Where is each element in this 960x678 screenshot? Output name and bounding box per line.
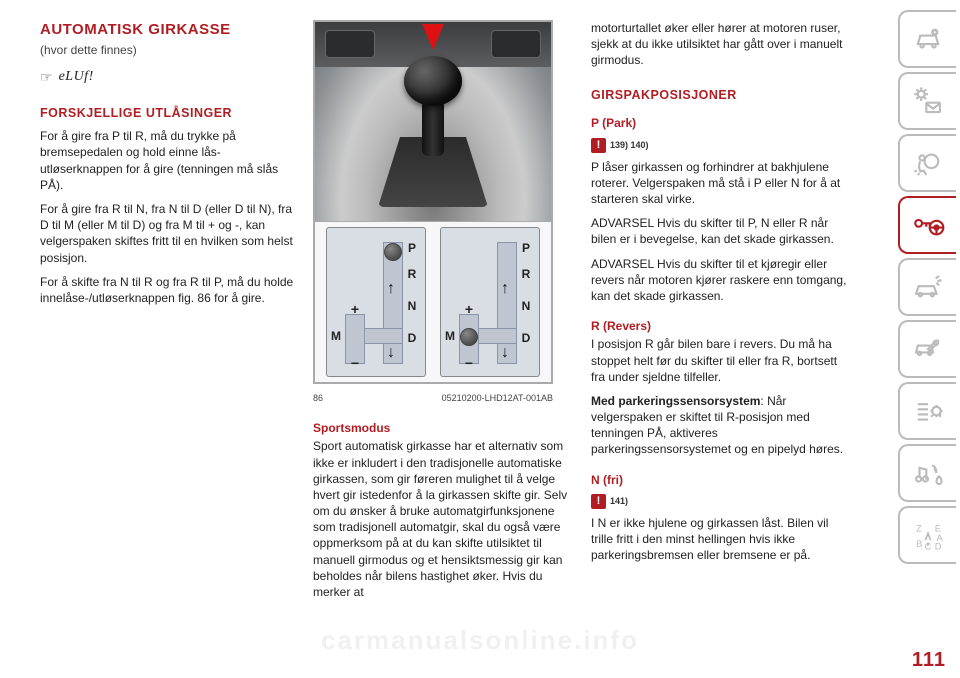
para-1-1: For å gire fra P til R, må du trykke på … bbox=[40, 128, 295, 193]
para-n: I N er ikke hjulene og girkassen låst. B… bbox=[591, 515, 851, 564]
section-title: AUTOMATISK GIRKASSE bbox=[40, 20, 295, 40]
para-park-1: P låser girkassen og forhindrer at bakhj… bbox=[591, 159, 851, 208]
subheading-forskjellige: FORSKJELLIGE UTLÅSINGER bbox=[40, 105, 295, 122]
p-park-label: P (Park) bbox=[591, 115, 851, 131]
tab-collision[interactable] bbox=[898, 258, 956, 316]
label-r: R bbox=[405, 266, 419, 282]
column-2: P R N D M + − ↑ ↓ bbox=[313, 20, 573, 668]
figure-code: 05210200-LHD12AT-001AB bbox=[442, 392, 553, 404]
gear-shifter-photo bbox=[315, 22, 551, 222]
key-steering-icon bbox=[911, 208, 945, 242]
gear-gate-diagram: P R N D M + − ↑ ↓ bbox=[315, 222, 551, 382]
warning-badge-icon: ! bbox=[591, 138, 606, 153]
tab-key-steering[interactable] bbox=[898, 196, 956, 254]
para-3-top: motorturtallet øker eller hører at motor… bbox=[591, 20, 851, 69]
shifter-stick bbox=[422, 100, 444, 156]
column-1: AUTOMATISK GIRKASSE (hvor dette finnes) … bbox=[40, 20, 295, 668]
label-minus: − bbox=[462, 354, 476, 373]
tab-airbag[interactable] bbox=[898, 134, 956, 192]
label-plus: + bbox=[348, 300, 362, 319]
warning-codes-n: 141) bbox=[610, 495, 628, 507]
tab-alpha-dial[interactable]: ZBEADC bbox=[898, 506, 956, 564]
para-1-2: For å gire fra R til N, fra N til D (ell… bbox=[40, 201, 295, 266]
knob-position-p bbox=[384, 243, 402, 261]
figure-caption-row: 86 05210200-LHD12AT-001AB bbox=[313, 392, 553, 404]
warning-badge-icon: ! bbox=[591, 494, 606, 509]
figure-86: P R N D M + − ↑ ↓ bbox=[313, 20, 553, 384]
label-d: D bbox=[405, 330, 419, 346]
label-p: P bbox=[519, 240, 533, 256]
airbag-icon bbox=[911, 146, 945, 180]
collision-icon bbox=[911, 270, 945, 304]
column-3: motorturtallet øker eller hører at motor… bbox=[591, 20, 851, 668]
tab-car-front[interactable] bbox=[898, 10, 956, 68]
gate-right: P R N D M + − ↑ ↓ bbox=[440, 227, 540, 377]
hand-eluf-row: ☞ eLUf! bbox=[40, 68, 295, 87]
arrow-down-icon: ↓ bbox=[387, 342, 395, 364]
para-park-2: ADVARSEL Hvis du skifter til P, N eller … bbox=[591, 215, 851, 247]
arrow-up-icon: ↑ bbox=[387, 278, 395, 300]
red-arrow-icon bbox=[422, 24, 444, 50]
gate-left: P R N D M + − ↑ ↓ bbox=[326, 227, 426, 377]
settings-list-icon bbox=[911, 394, 945, 428]
label-p: P bbox=[405, 240, 419, 256]
alpha-dial-icon: ZBEADC bbox=[911, 518, 945, 552]
svg-text:B: B bbox=[916, 539, 922, 549]
r-revers-label: R (Revers) bbox=[591, 318, 851, 334]
warning-codes-park: 139) 140) bbox=[610, 139, 649, 151]
tab-settings-list[interactable] bbox=[898, 382, 956, 440]
para-revers: I posisjon R går bilen bare i revers. Du… bbox=[591, 336, 851, 385]
para-1-3: For å skifte fra N til R og fra R til P,… bbox=[40, 274, 295, 306]
vent-left bbox=[325, 30, 375, 58]
label-n: N bbox=[519, 298, 533, 314]
para-sportsmodus: Sport automatisk girkasse har et alterna… bbox=[313, 438, 573, 600]
service-wrench-icon bbox=[911, 332, 945, 366]
warning-line-n: ! 141) bbox=[591, 494, 851, 509]
hand-icon: ☞ bbox=[40, 68, 53, 87]
warning-line-park: ! 139) 140) bbox=[591, 138, 851, 153]
label-d: D bbox=[519, 330, 533, 346]
shifter-knob bbox=[404, 56, 462, 106]
media-nav-icon bbox=[911, 456, 945, 490]
subheading-girspak: GIRSPAKPOSISJONER bbox=[591, 87, 851, 104]
label-m: M bbox=[443, 328, 457, 344]
tab-media-nav[interactable] bbox=[898, 444, 956, 502]
arrow-down-icon: ↓ bbox=[501, 342, 509, 364]
svg-text:Z: Z bbox=[916, 524, 922, 534]
sportsmodus-heading: Sportsmodus bbox=[313, 420, 573, 436]
arrow-up-icon: ↑ bbox=[501, 278, 509, 300]
svg-text:D: D bbox=[935, 541, 942, 551]
content-area: AUTOMATISK GIRKASSE (hvor dette finnes) … bbox=[0, 0, 898, 678]
tab-lights-mail[interactable] bbox=[898, 72, 956, 130]
label-minus: − bbox=[348, 354, 362, 373]
page-number: 111 bbox=[912, 649, 946, 672]
label-n: N bbox=[405, 298, 419, 314]
lights-mail-icon bbox=[911, 84, 945, 118]
para-med-parking: Med parkeringssensorsystem: Når velgersp… bbox=[591, 393, 851, 458]
section-tabstrip: ZBEADC bbox=[898, 0, 960, 678]
label-plus: + bbox=[462, 300, 476, 319]
tab-service-wrench[interactable] bbox=[898, 320, 956, 378]
para-park-3: ADVARSEL Hvis du skifter til et kjøregir… bbox=[591, 256, 851, 305]
knob-position-m bbox=[460, 328, 478, 346]
n-fri-label: N (fri) bbox=[591, 472, 851, 488]
eluf-label: eLUf! bbox=[59, 68, 94, 87]
page-root: AUTOMATISK GIRKASSE (hvor dette finnes) … bbox=[0, 0, 960, 678]
section-subtitle: (hvor dette finnes) bbox=[40, 42, 295, 58]
svg-text:E: E bbox=[935, 524, 941, 534]
vent-right bbox=[491, 30, 541, 58]
med-label: Med parkeringssensorsystem bbox=[591, 394, 760, 408]
car-front-icon bbox=[911, 22, 945, 56]
label-r: R bbox=[519, 266, 533, 282]
label-m: M bbox=[329, 328, 343, 344]
figure-number: 86 bbox=[313, 392, 323, 404]
